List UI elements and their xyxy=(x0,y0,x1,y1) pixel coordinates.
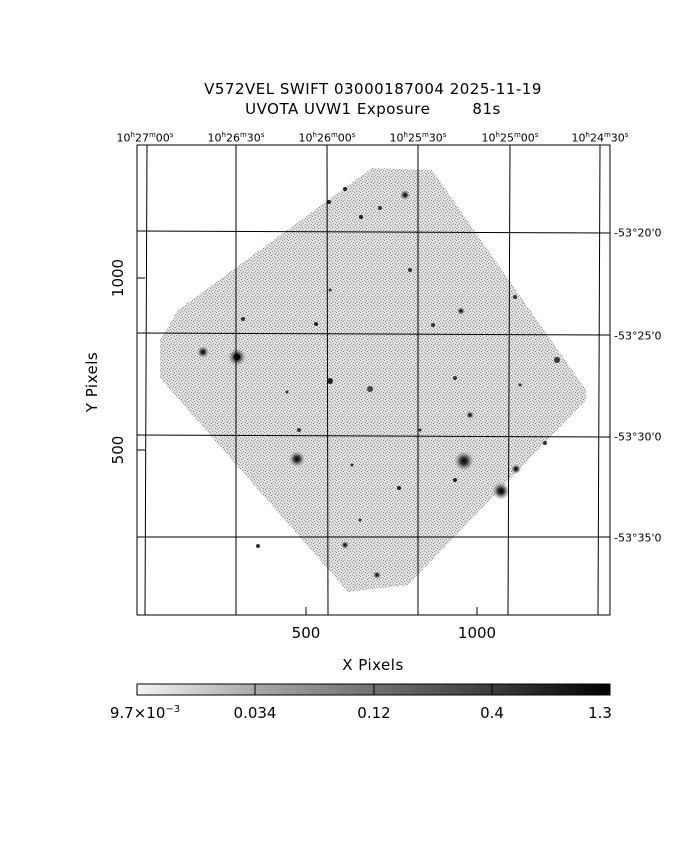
colorbar-label: 0.12 xyxy=(357,704,391,722)
colorbar-ticks xyxy=(254,684,493,695)
ra-tick-label: 10h26m00s xyxy=(298,131,356,145)
dec-tick-label: -53°30'0 xyxy=(614,430,662,444)
image-title-line1: V572VEL SWIFT 03000187004 2025-11-19 xyxy=(204,80,542,98)
ra-tick-label: 10h25m30s xyxy=(389,131,447,145)
colorbar-label: 0.4 xyxy=(480,704,504,722)
colorbar-label: 9.7×10−3 xyxy=(109,704,181,722)
x-axis-label: X Pixels xyxy=(342,656,404,674)
dec-tick-label: -53°35'0 xyxy=(614,531,662,545)
ra-tick-label: 10h27m00s xyxy=(116,131,174,145)
ra-tick-label: 10h25m00s xyxy=(481,131,539,145)
axis-ticks xyxy=(137,277,478,615)
source-markers xyxy=(197,187,560,579)
x-tick-label: 1000 xyxy=(457,624,497,642)
exposure-footprint xyxy=(160,168,586,592)
x-tick-label: 500 xyxy=(291,624,321,642)
colorbar-label: 0.034 xyxy=(233,704,277,722)
dec-tick-label: -53°25'0 xyxy=(614,329,662,343)
image-title-line2: UVOTA UVW1 Exposure 81s xyxy=(245,100,501,118)
dec-tick-label: -53°20'0 xyxy=(614,226,662,240)
colorbar-label: 1.3 xyxy=(588,704,612,722)
plot-frame xyxy=(136,144,611,616)
ra-tick-label: 10h26m30s xyxy=(207,131,265,145)
coordinate-grid xyxy=(136,144,611,616)
ra-tick-label: 10h24m30s xyxy=(571,131,629,145)
